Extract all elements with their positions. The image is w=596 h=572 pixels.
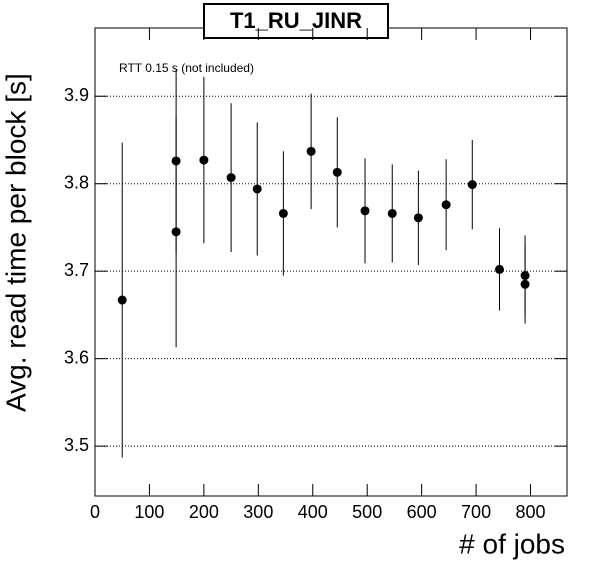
y-tick-label: 3.8 (64, 172, 89, 192)
data-point (387, 208, 397, 218)
y-tick-label: 3.6 (64, 347, 89, 367)
data-point (117, 295, 127, 305)
x-tick-label: 700 (461, 502, 491, 522)
x-tick-label: 300 (243, 502, 273, 522)
data-point (199, 155, 209, 165)
chart-title: T1_RU_JINR (230, 8, 362, 33)
x-tick-label: 100 (134, 502, 164, 522)
x-axis-label: # of jobs (459, 528, 565, 559)
y-tick-label: 3.5 (64, 435, 89, 455)
y-tick-label: 3.7 (64, 260, 89, 280)
data-point (171, 156, 181, 166)
data-point (226, 173, 236, 183)
data-point (278, 208, 288, 218)
data-point (520, 279, 530, 289)
y-tick-label: 3.9 (64, 85, 89, 105)
data-point (413, 213, 423, 223)
data-point (252, 184, 262, 194)
data-point (332, 167, 342, 177)
x-tick-label: 400 (298, 502, 328, 522)
data-point (441, 200, 451, 210)
plot-frame (94, 27, 568, 497)
x-tick-label: 600 (407, 502, 437, 522)
x-tick-label: 200 (189, 502, 219, 522)
y-axis-label: Avg. read time per block [s] (0, 73, 31, 412)
data-point (467, 180, 477, 190)
data-point (360, 206, 370, 216)
data-point (494, 264, 504, 274)
x-tick-label: 0 (90, 502, 100, 522)
title-box (203, 3, 389, 39)
x-tick-label: 800 (516, 502, 546, 522)
annotation: RTT 0.15 s (not included) (119, 61, 254, 75)
x-tick-label: 500 (352, 502, 382, 522)
data-point (306, 146, 316, 156)
